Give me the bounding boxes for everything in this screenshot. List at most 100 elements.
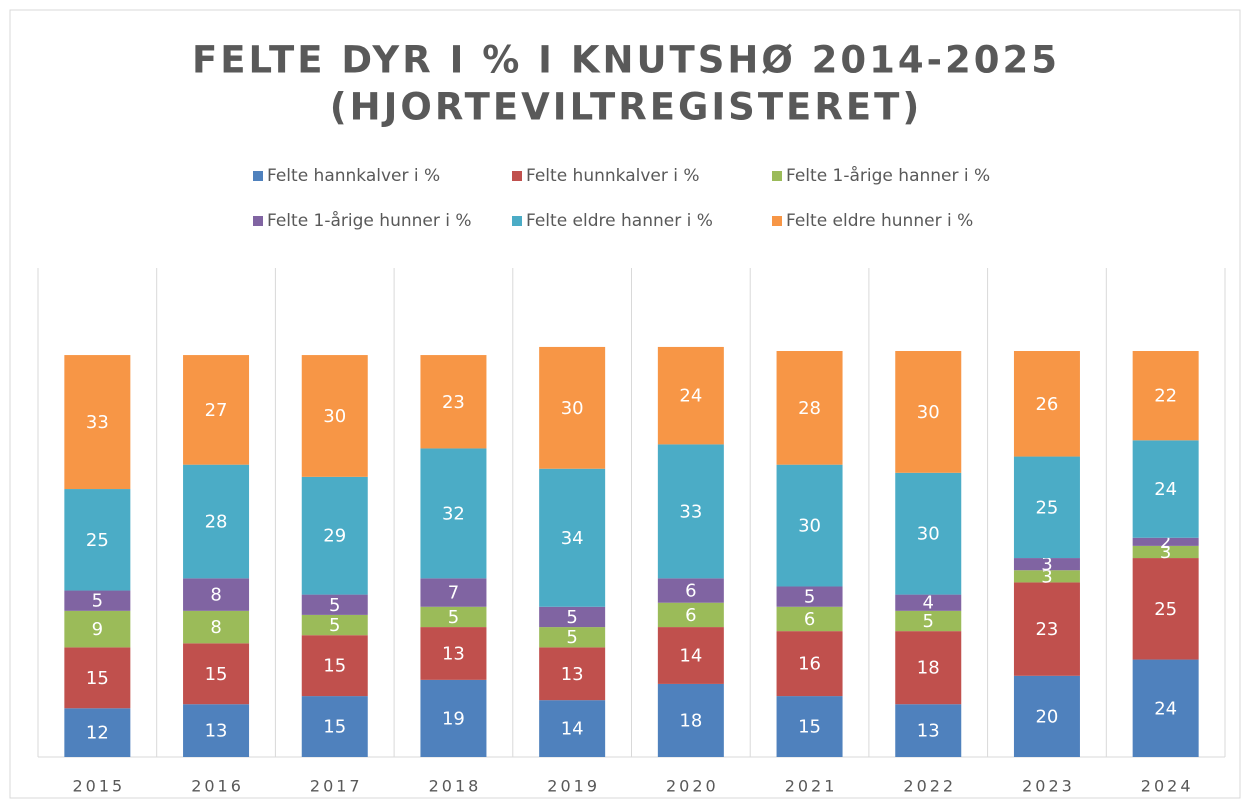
x-tick-label: 2018 xyxy=(429,777,482,796)
value-label: 30 xyxy=(798,516,821,537)
value-label: 8 xyxy=(210,617,221,638)
value-label: 29 xyxy=(323,526,346,547)
bar-segment xyxy=(776,351,843,465)
bar-segment xyxy=(1013,456,1080,559)
bar-segment xyxy=(64,489,131,591)
bar-segment xyxy=(420,578,487,607)
value-label: 15 xyxy=(798,717,821,738)
bar-segment xyxy=(895,631,962,705)
bar-segment xyxy=(539,627,606,648)
value-label: 5 xyxy=(923,611,934,632)
value-label: 6 xyxy=(685,581,696,602)
value-label: 30 xyxy=(323,406,346,427)
bar-segment xyxy=(1013,675,1080,757)
bar-segment xyxy=(1132,659,1199,757)
bar-segment xyxy=(301,476,368,595)
value-label: 28 xyxy=(205,512,228,533)
value-label: 32 xyxy=(442,503,465,524)
legend-label: Felte hunnkalver i % xyxy=(526,166,700,186)
legend-swatch xyxy=(512,171,522,181)
value-label: 34 xyxy=(561,528,584,549)
legend-swatch xyxy=(772,171,782,181)
bar-segment xyxy=(776,696,843,757)
x-tick-label: 2017 xyxy=(310,777,363,796)
value-label: 5 xyxy=(92,591,103,612)
value-label: 5 xyxy=(566,627,577,648)
value-label: 6 xyxy=(685,605,696,626)
x-tick-label: 2023 xyxy=(1022,777,1075,796)
value-label: 33 xyxy=(86,412,109,433)
bar-segment xyxy=(301,355,368,477)
value-label: 15 xyxy=(323,656,346,677)
bar-segment xyxy=(895,594,962,611)
bar-segment xyxy=(895,610,962,632)
x-tick-label: 2020 xyxy=(666,777,719,796)
value-label: 3 xyxy=(1041,554,1052,575)
value-label: 5 xyxy=(804,587,815,608)
value-label: 13 xyxy=(561,664,584,685)
bar-segment xyxy=(64,590,131,611)
bar-segment xyxy=(539,606,606,628)
value-label: 23 xyxy=(442,392,465,413)
bar-segment xyxy=(183,355,250,465)
value-label: 20 xyxy=(1035,706,1058,727)
bar-segment xyxy=(420,606,487,628)
x-tick-label: 2024 xyxy=(1141,777,1194,796)
legend-label: Felte 1-årige hunner i % xyxy=(267,210,472,231)
value-label: 25 xyxy=(86,530,109,551)
value-label: 33 xyxy=(679,501,702,522)
value-label: 14 xyxy=(561,719,584,740)
value-label: 25 xyxy=(1154,599,1177,620)
bar-segment xyxy=(301,696,368,757)
value-label: 26 xyxy=(1035,394,1058,415)
bar-segment xyxy=(183,643,250,705)
value-label: 27 xyxy=(205,400,228,421)
bar-segment xyxy=(420,679,487,757)
bar-segment xyxy=(657,444,724,579)
bar-segment xyxy=(183,704,250,757)
value-label: 3 xyxy=(1041,566,1052,587)
value-label: 30 xyxy=(561,398,584,419)
value-label: 5 xyxy=(329,615,340,636)
legend-label: Felte 1-årige hanner i % xyxy=(786,165,990,186)
bar-segment xyxy=(776,606,843,632)
bar-segment xyxy=(1013,351,1080,457)
value-label: 13 xyxy=(442,643,465,664)
bar-segment xyxy=(657,346,724,445)
bar-segment xyxy=(301,635,368,697)
bar-segment xyxy=(420,448,487,579)
value-label: 16 xyxy=(798,654,821,675)
bar-segment xyxy=(1013,582,1080,676)
value-label: 13 xyxy=(205,721,228,742)
value-label: 30 xyxy=(917,524,940,545)
value-label: 9 xyxy=(92,619,103,640)
value-label: 25 xyxy=(1035,497,1058,518)
value-label: 22 xyxy=(1154,386,1177,407)
bar-segment xyxy=(1132,545,1199,559)
value-label: 12 xyxy=(86,723,109,744)
bar-segment xyxy=(183,578,250,611)
bar-segment xyxy=(539,647,606,701)
value-label: 15 xyxy=(86,668,109,689)
value-label: 15 xyxy=(205,664,228,685)
value-label: 4 xyxy=(923,593,934,614)
bar-segment xyxy=(183,610,250,644)
bar-segment xyxy=(64,647,131,709)
value-label: 14 xyxy=(679,646,702,667)
bar-segment xyxy=(1013,558,1080,571)
value-label: 5 xyxy=(448,607,459,628)
bar-segment xyxy=(657,578,724,603)
value-label: 7 xyxy=(448,583,459,604)
legend-label: Felte hannkalver i % xyxy=(267,166,440,186)
value-label: 24 xyxy=(679,386,702,407)
value-label: 3 xyxy=(1160,542,1171,563)
value-label: 23 xyxy=(1035,619,1058,640)
legend-swatch xyxy=(253,171,263,181)
value-label: 5 xyxy=(329,595,340,616)
value-label: 15 xyxy=(323,717,346,738)
bar-segment xyxy=(657,683,724,757)
bar-segment xyxy=(183,464,250,579)
bar-segment xyxy=(1132,537,1199,546)
value-label: 24 xyxy=(1154,698,1177,719)
